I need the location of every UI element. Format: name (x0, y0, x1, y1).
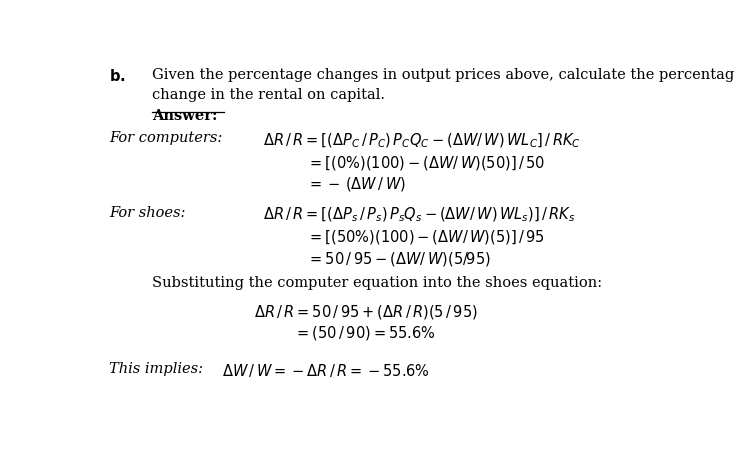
Text: $= [(50\%)(100) - (\Delta W/\,W)(5)]\,/\,95$: $= [(50\%)(100) - (\Delta W/\,W)(5)]\,/\… (307, 228, 545, 246)
Text: For computers:: For computers: (109, 131, 222, 145)
Text: $\bf{b.}$: $\bf{b.}$ (109, 69, 126, 84)
Text: $\Delta R\,/\,R = [(\Delta P_s\,/\,P_s)\,P_s Q_s - (\Delta W/\,W)\,WL_s)]\,/\,RK: $\Delta R\,/\,R = [(\Delta P_s\,/\,P_s)\… (263, 206, 576, 224)
Text: $\Delta R\,/\,R = [(\Delta P_C\,/\,P_C)\,P_C Q_C - (\Delta W/\,W)\,WL_C]\,/\,RK_: $\Delta R\,/\,R = [(\Delta P_C\,/\,P_C)\… (263, 131, 581, 150)
Text: change in the rental on capital.: change in the rental on capital. (151, 88, 384, 102)
Text: This implies:: This implies: (109, 362, 203, 376)
Text: Substituting the computer equation into the shoes equation:: Substituting the computer equation into … (151, 275, 602, 289)
Text: Answer:: Answer: (151, 109, 217, 123)
Text: $= [(0\%)(100) - (\Delta W/\,W)(50)]\,/\,50$: $= [(0\%)(100) - (\Delta W/\,W)(50)]\,/\… (307, 153, 545, 171)
Text: $= 50\,/\,95 - (\Delta W/\,W)(5/95)$: $= 50\,/\,95 - (\Delta W/\,W)(5/95)$ (307, 250, 491, 267)
Text: $= -\,(\Delta W\,/\,W)$: $= -\,(\Delta W\,/\,W)$ (307, 175, 406, 193)
Text: $\Delta W\,/\,W = -\Delta R\,/\,R = -55.6\%$: $\Delta W\,/\,W = -\Delta R\,/\,R = -55.… (222, 362, 430, 379)
Text: $\Delta R\,/\,R = 50\,/\,95 + (\Delta R\,/\,R)(5\,/\,95)$: $\Delta R\,/\,R = 50\,/\,95 + (\Delta R\… (254, 303, 478, 321)
Text: $= (50\,/\,90) = 55.6\%$: $= (50\,/\,90) = 55.6\%$ (294, 324, 436, 343)
Text: For shoes:: For shoes: (109, 206, 185, 220)
Text: Given the percentage changes in output prices above, calculate the percentage: Given the percentage changes in output p… (151, 69, 735, 82)
